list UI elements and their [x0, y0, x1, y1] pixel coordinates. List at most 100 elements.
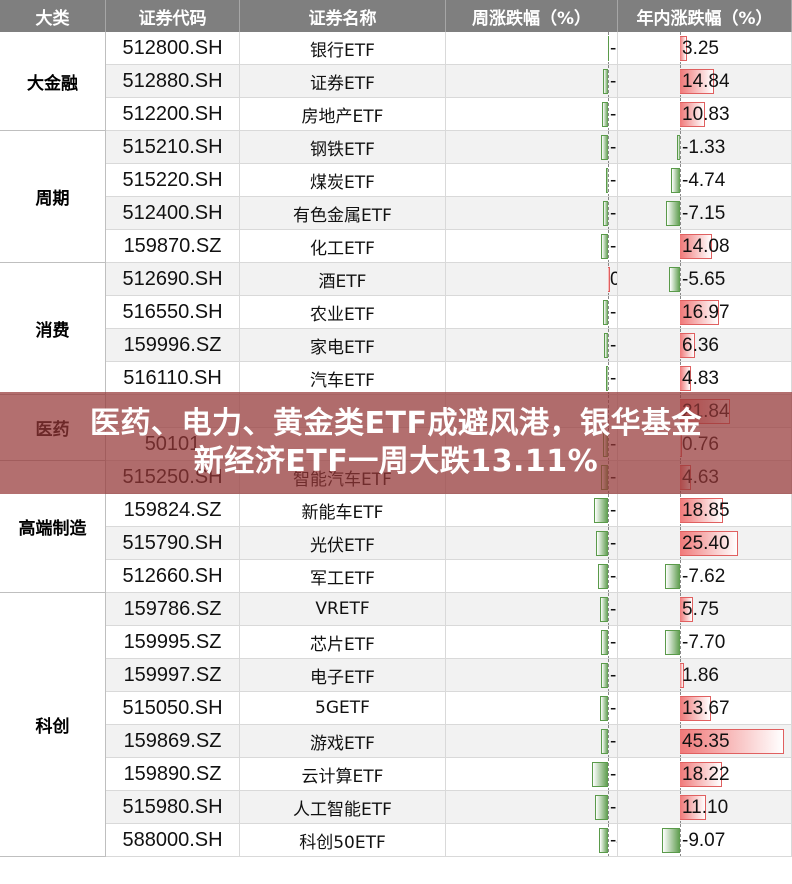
ytd-change: -7.62 — [618, 560, 792, 593]
positive-bar — [680, 597, 694, 622]
security-code: 515980.SH — [106, 791, 240, 824]
week-change-value: -2.12 — [610, 302, 617, 323]
zero-axis — [608, 626, 609, 658]
ytd-change: 14.08 — [618, 230, 792, 263]
security-name: 科创50ETF — [240, 824, 446, 857]
week-change: -0.09 — [446, 32, 618, 65]
ytd-change: 14.84 — [618, 65, 792, 98]
security-code: 159995.SZ — [106, 626, 240, 659]
security-name: 5GETF — [240, 692, 446, 725]
week-change-value: -2.25 — [610, 71, 617, 92]
security-name: 汽车ETF — [240, 362, 446, 395]
zero-axis — [680, 824, 681, 856]
ytd-change: 11.10 — [618, 791, 792, 824]
zero-axis — [680, 131, 681, 163]
security-code: 159824.SZ — [106, 494, 240, 527]
ytd-change: 3.25 — [618, 32, 792, 65]
negative-bar — [598, 564, 608, 589]
ytd-change-value: -4.74 — [682, 170, 726, 191]
ytd-change: -5.65 — [618, 263, 792, 296]
security-name: 光伏ETF — [240, 527, 446, 560]
zero-axis — [608, 659, 609, 691]
zero-axis — [608, 230, 609, 262]
week-change: -2.25 — [446, 65, 618, 98]
week-change-value: -2.99 — [610, 665, 617, 686]
positive-bar — [680, 729, 785, 754]
ytd-change-value: 1.86 — [682, 665, 719, 686]
security-code: 515210.SH — [106, 131, 240, 164]
week-change-value: -6.93 — [610, 764, 617, 785]
week-change: -4.00 — [446, 824, 618, 857]
negative-bar — [602, 69, 608, 94]
ytd-change: 25.40 — [618, 527, 792, 560]
ytd-change-value: 14.08 — [682, 236, 730, 257]
security-code: 512660.SH — [106, 560, 240, 593]
ytd-change-value: 25.40 — [682, 533, 730, 554]
zero-axis — [608, 791, 609, 823]
week-change: -2.12 — [446, 296, 618, 329]
security-code: 512880.SH — [106, 65, 240, 98]
week-change-value: -5.90 — [610, 500, 617, 521]
negative-bar — [665, 201, 680, 226]
security-code: 588000.SH — [106, 824, 240, 857]
week-change: -6.93 — [446, 758, 618, 791]
zero-axis — [608, 692, 609, 724]
security-code: 159869.SZ — [106, 725, 240, 758]
negative-bar — [600, 597, 608, 622]
negative-bar — [603, 300, 608, 325]
ytd-change-value: -5.65 — [682, 269, 726, 290]
header-code: 证券代码 — [106, 0, 240, 32]
ytd-change-value: -1.33 — [682, 137, 726, 158]
negative-bar — [601, 102, 608, 127]
negative-bar — [605, 366, 608, 391]
negative-bar — [601, 135, 608, 160]
ytd-change-value: -7.15 — [682, 203, 726, 224]
week-change-value: -0.97 — [610, 368, 617, 389]
positive-bar — [680, 498, 724, 523]
security-name: 酒ETF — [240, 263, 446, 296]
positive-bar — [680, 762, 722, 787]
week-change-value: -2.99 — [610, 137, 617, 158]
zero-axis — [680, 164, 681, 196]
positive-bar — [680, 69, 715, 94]
security-name: 芯片ETF — [240, 626, 446, 659]
zero-axis — [608, 725, 609, 757]
week-change: -2.99 — [446, 659, 618, 692]
security-code: 516550.SH — [106, 296, 240, 329]
ytd-change: -1.33 — [618, 131, 792, 164]
week-change: -0.78 — [446, 164, 618, 197]
week-change-value: -2.84 — [610, 632, 617, 653]
week-change-value: -0.78 — [610, 170, 617, 191]
week-change-value: -0.09 — [610, 38, 617, 59]
zero-axis — [608, 560, 609, 592]
positive-bar — [680, 234, 713, 259]
week-change: -2.97 — [446, 725, 618, 758]
zero-axis — [608, 197, 609, 229]
ytd-change-value: -7.70 — [682, 632, 726, 653]
positive-bar — [680, 333, 695, 358]
ytd-change: -9.07 — [618, 824, 792, 857]
negative-bar — [602, 201, 608, 226]
security-name: 证券ETF — [240, 65, 446, 98]
week-change: -3.54 — [446, 692, 618, 725]
zero-axis — [608, 494, 609, 526]
header-week-change: 周涨跌幅（%） — [446, 0, 618, 32]
zero-axis — [680, 197, 681, 229]
security-name: 人工智能ETF — [240, 791, 446, 824]
week-change: -2.73 — [446, 98, 618, 131]
security-code: 515220.SH — [106, 164, 240, 197]
ytd-change: 6.36 — [618, 329, 792, 362]
positive-bar — [608, 267, 610, 292]
security-code: 515790.SH — [106, 527, 240, 560]
zero-axis — [608, 98, 609, 130]
negative-bar — [600, 234, 608, 259]
week-change-value: -2.73 — [610, 104, 617, 125]
ytd-change-value: 5.75 — [682, 599, 719, 620]
week-change: -3.41 — [446, 593, 618, 626]
